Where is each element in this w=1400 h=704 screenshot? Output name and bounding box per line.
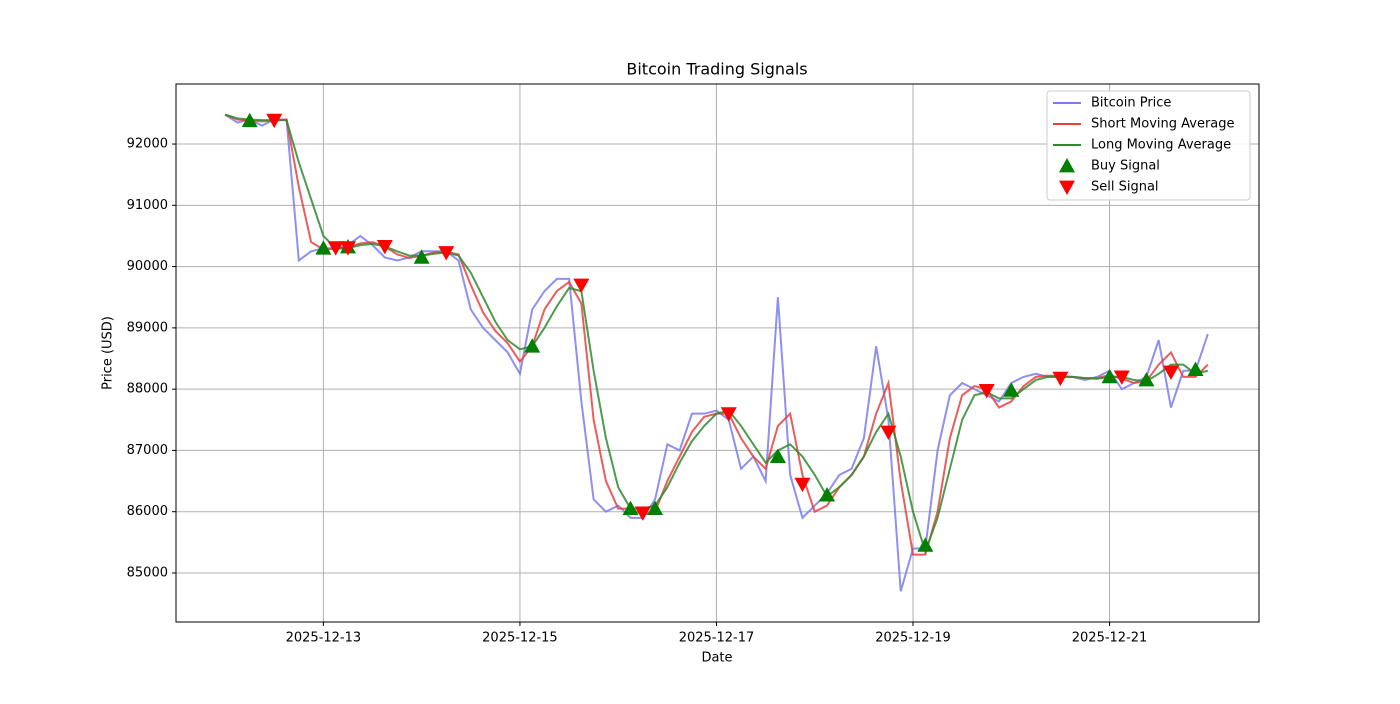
signal-marker	[266, 113, 283, 129]
signal-marker	[1052, 371, 1069, 387]
signal-marker	[794, 477, 811, 493]
y-tick-label: 89000	[127, 320, 168, 335]
signal-marker	[1138, 371, 1155, 387]
signal-marker	[880, 425, 897, 441]
signal-marker	[819, 487, 836, 502]
signal-marker	[917, 537, 934, 552]
y-tick-label: 88000	[127, 382, 168, 397]
x-tick-label: 2025-12-21	[1072, 631, 1148, 646]
chart-title: Bitcoin Trading Signals	[626, 60, 807, 79]
signal-marker	[647, 500, 664, 516]
signal-marker	[339, 241, 356, 256]
x-axis-label: Date	[701, 651, 732, 666]
y-tick-label: 90000	[127, 259, 168, 274]
legend-label: Short Moving Average	[1091, 117, 1235, 132]
legend-label: Sell Signal	[1091, 180, 1159, 195]
y-axis-label: Price (USD)	[101, 316, 116, 390]
signal-marker	[634, 506, 651, 521]
signal-marker	[315, 240, 332, 255]
signal-marker	[978, 383, 995, 399]
signal-marker	[413, 249, 430, 264]
legend-label: Buy Signal	[1091, 159, 1160, 174]
plot-frame	[175, 83, 1260, 623]
x-tick-label: 2025-12-13	[286, 631, 362, 646]
signal-marker	[769, 448, 786, 463]
signal-marker	[327, 241, 344, 256]
legend-label: Bitcoin Price	[1091, 96, 1171, 111]
signal-marker	[720, 407, 737, 422]
x-tick-label: 2025-12-19	[875, 631, 951, 646]
y-tick-label: 87000	[127, 443, 168, 458]
x-tick-label: 2025-12-15	[482, 631, 558, 646]
y-tick-label: 92000	[127, 137, 168, 152]
signal-marker	[1113, 370, 1130, 385]
signal-marker	[1187, 361, 1204, 376]
signal-marker	[376, 239, 393, 255]
signal-marker	[573, 278, 590, 293]
y-tick-label: 86000	[127, 504, 168, 519]
legend-marker	[1059, 158, 1075, 173]
legend-box	[1046, 90, 1251, 201]
legend-label: Long Moving Average	[1091, 138, 1231, 153]
y-tick-label: 91000	[127, 198, 168, 213]
signal-marker	[1101, 368, 1118, 384]
line-series	[224, 113, 1209, 555]
x-tick-label: 2025-12-17	[679, 631, 755, 646]
signal-marker	[1162, 365, 1179, 380]
legend-marker	[1059, 180, 1075, 195]
signal-marker	[524, 338, 541, 353]
signal-marker	[241, 112, 258, 128]
signal-marker	[438, 246, 455, 261]
signal-marker	[622, 500, 639, 516]
signal-marker	[1003, 382, 1020, 397]
y-tick-label: 85000	[127, 565, 168, 580]
